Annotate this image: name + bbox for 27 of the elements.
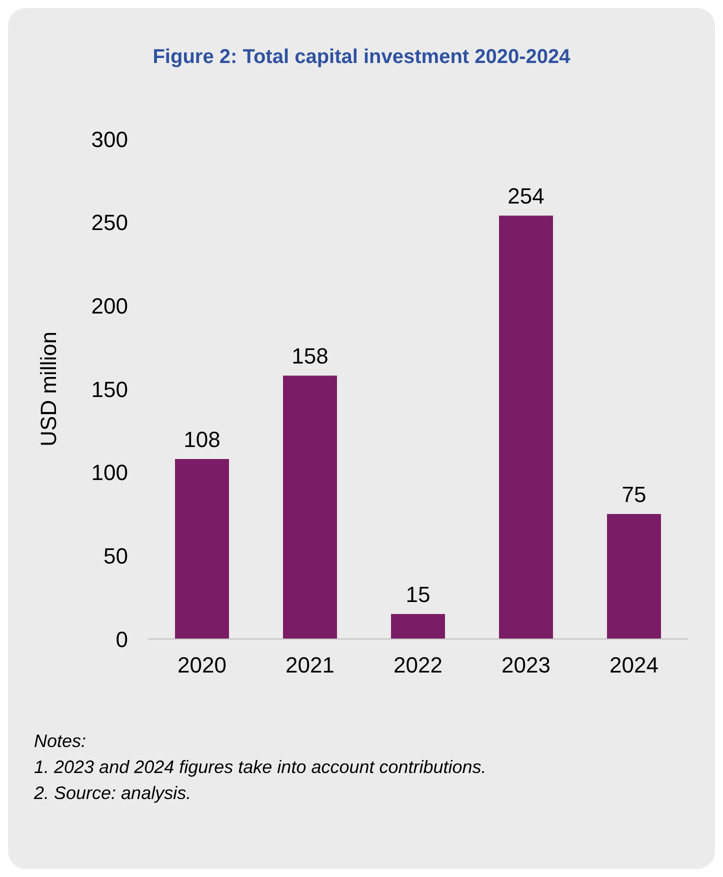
x-tick-label: 2021 — [286, 652, 334, 678]
data-label: 75 — [622, 482, 646, 507]
y-tick-label: 300 — [91, 126, 128, 152]
data-label: 158 — [292, 344, 328, 369]
y-tick-label: 250 — [91, 210, 128, 236]
y-axis-title: USD million — [36, 332, 61, 446]
bar — [607, 514, 661, 639]
text: Notes: — [34, 730, 88, 753]
x-tick-label: 2020 — [178, 652, 226, 678]
y-tick-label: 200 — [91, 293, 128, 318]
text: 2. Source: analysis. — [34, 782, 192, 805]
data-label: 15 — [406, 582, 430, 607]
data-label: 254 — [508, 184, 544, 209]
y-tick-label: 50 — [104, 543, 128, 568]
chart-title: Figure 2: Total capital investment 2020-2024 — [152, 45, 572, 69]
x-tick-label: 2022 — [394, 652, 442, 678]
bar — [283, 376, 337, 639]
x-tick-label: 2024 — [610, 652, 658, 678]
bar — [499, 216, 553, 639]
y-tick-label: 0 — [116, 626, 128, 652]
y-tick-label: 100 — [91, 460, 128, 486]
x-tick-label: 2023 — [502, 652, 550, 678]
data-label: 108 — [184, 427, 220, 452]
text: 1. 2023 and 2024 figures take into account contributions. — [34, 756, 488, 779]
bar — [175, 459, 229, 639]
bar — [391, 614, 445, 639]
y-tick-label: 150 — [91, 376, 128, 402]
